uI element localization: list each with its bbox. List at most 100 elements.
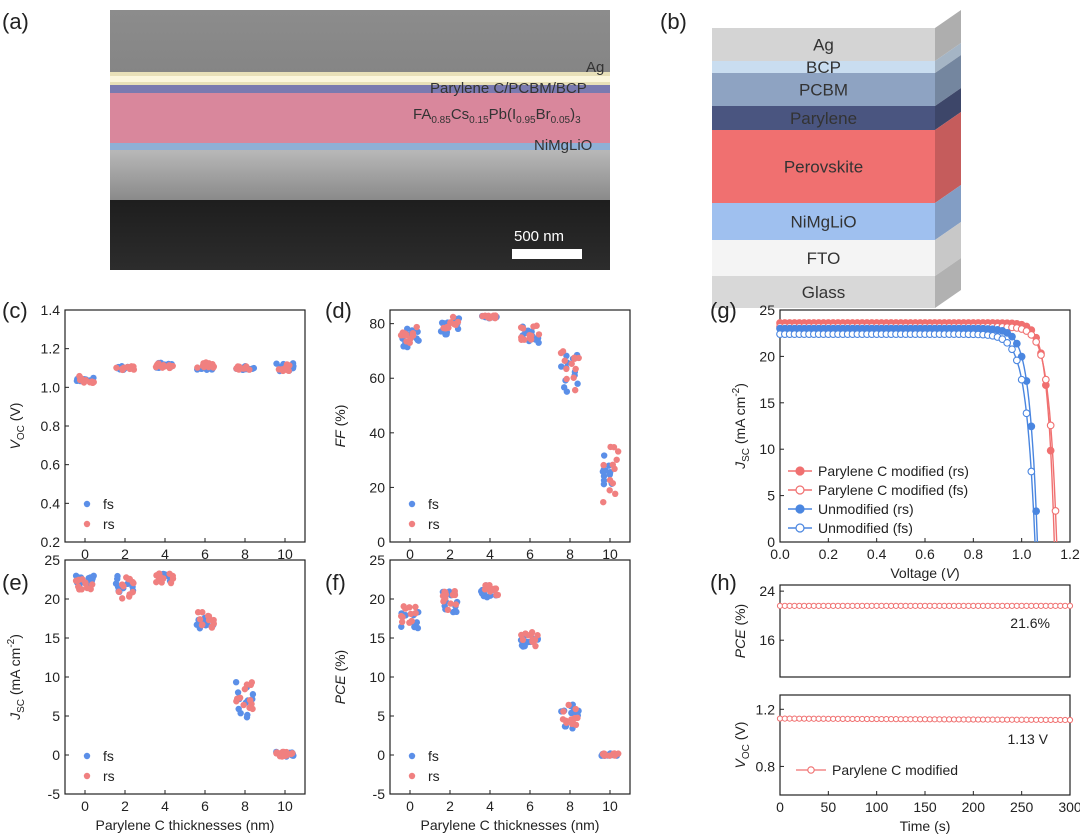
data-point-rs — [208, 623, 215, 631]
y-tick-label: 0.4 — [41, 495, 61, 511]
data-point-fs — [599, 468, 607, 475]
x-tick-label: 4 — [486, 798, 494, 814]
scale-bar — [512, 249, 582, 259]
data-point-rs — [233, 365, 240, 372]
data-point-rs — [572, 705, 579, 713]
y-tick-label: 0 — [767, 534, 775, 550]
data-point-fs — [568, 709, 575, 717]
data-point-rs — [519, 325, 527, 332]
plot-frame — [779, 584, 1071, 678]
data-point-rs — [613, 456, 620, 463]
legend-label-rs: rs — [428, 516, 440, 532]
data-point-rs — [534, 632, 541, 639]
y-tick-label: 0.6 — [41, 457, 61, 473]
y-tick-label: 16 — [759, 632, 775, 648]
y-tick-label: 10 — [759, 441, 775, 457]
y-tick-label: 25 — [44, 552, 60, 568]
plot-frame — [64, 559, 306, 795]
legend-marker-rs — [83, 772, 91, 780]
panel-label-e: (e) — [2, 570, 29, 595]
data-point-rs — [240, 701, 247, 709]
x-tick-label: 2 — [121, 546, 129, 562]
data-point-rs — [167, 579, 175, 587]
data-point-rs — [444, 606, 452, 614]
stack-label-perovskite: Perovskite — [784, 158, 863, 177]
y-tick-label: 5 — [52, 708, 60, 724]
data-point-rs — [572, 365, 579, 373]
data-point-rs — [494, 591, 502, 599]
x-tick-label: 150 — [913, 799, 937, 815]
stack-label-glass: Glass — [802, 283, 845, 302]
y-tick-label: 20 — [369, 479, 385, 495]
data-point-fs — [234, 689, 242, 696]
stack-side-ag — [935, 10, 961, 61]
data-point-rs — [610, 443, 618, 451]
y-tick-label: 24 — [759, 583, 775, 599]
data-point-rs — [600, 461, 607, 469]
data-point-rs — [519, 636, 527, 644]
data-point-rs — [120, 364, 128, 371]
jv-marker — [1037, 351, 1045, 359]
x-axis-label: Parylene C thicknesses (nm) — [96, 817, 275, 833]
data-point-rs — [398, 618, 406, 626]
data-point-rs — [79, 576, 86, 583]
legend-label-fs: fs — [428, 496, 439, 512]
data-point-rs — [568, 360, 575, 367]
stack-label-parylene: Parylene — [790, 109, 857, 128]
stack-label-pcbm: PCBM — [799, 81, 848, 100]
data-point-rs — [412, 603, 419, 611]
data-point-fs — [453, 608, 460, 616]
x-tick-label: 200 — [962, 799, 986, 815]
x-tick-label: 4 — [486, 546, 494, 562]
data-point-rs — [447, 600, 454, 607]
y-tick-label: -5 — [373, 786, 386, 802]
data-point-fs — [600, 452, 608, 459]
x-tick-label: 1.2 — [1060, 546, 1080, 562]
stack-label-nimglio: NiMgLiO — [790, 213, 856, 232]
data-point-fs — [249, 691, 257, 698]
data-point-rs — [570, 374, 577, 381]
x-tick-label: 0 — [81, 798, 89, 814]
data-point-rs — [413, 323, 420, 331]
data-point-rs — [445, 324, 452, 331]
y-tick-label: 0 — [377, 534, 385, 550]
x-tick-label: 10 — [602, 546, 618, 562]
x-tick-label: 10 — [602, 798, 618, 814]
data-point-rs — [451, 587, 458, 595]
chart-c: (c) 0.2 0.4 0.6 0.8 1.0 1.2 1.4 0 2 4 6 8 10 VOC (V) fs… — [2, 298, 306, 562]
legend-label-fs: fs — [428, 748, 439, 764]
y-tick-label: 10 — [369, 669, 385, 685]
x-tick-label: 0.6 — [915, 546, 935, 562]
x-tick-label: 0 — [406, 546, 414, 562]
stack-layer-fto — [712, 240, 935, 276]
data-point-rs — [530, 323, 537, 330]
data-point-rs — [282, 364, 289, 371]
x-tick-label: 250 — [1010, 799, 1034, 815]
plot-frame — [64, 309, 306, 543]
x-tick-label: 0.2 — [819, 546, 839, 562]
data-point-rs — [606, 752, 613, 759]
data-point-rs — [194, 364, 201, 371]
voc-marker — [1066, 716, 1074, 724]
data-point-fs — [87, 574, 94, 581]
y-tick-label: 25 — [369, 552, 385, 568]
device-stack: Ag BCP PCBM Parylene Perovskite NiMgLiO FTO Gla… — [712, 10, 961, 308]
data-point-rs — [118, 581, 126, 588]
sem-label-ag: Ag — [586, 59, 604, 76]
data-point-rs — [611, 752, 619, 759]
data-point-rs — [571, 386, 579, 394]
data-point-rs — [115, 588, 123, 595]
x-tick-label: 2 — [446, 546, 454, 562]
data-point-rs — [560, 708, 567, 715]
data-point-rs — [398, 612, 405, 620]
data-point-rs — [535, 331, 543, 338]
y-tick-label: 1.2 — [756, 701, 776, 717]
y-tick-label: 1.0 — [41, 379, 61, 395]
data-point-rs — [609, 480, 617, 487]
x-tick-label: 0 — [776, 799, 784, 815]
y-tick-label: 25 — [759, 302, 775, 318]
x-tick-label: 6 — [201, 798, 209, 814]
jv-marker — [1008, 332, 1016, 341]
legend-marker — [807, 766, 815, 774]
